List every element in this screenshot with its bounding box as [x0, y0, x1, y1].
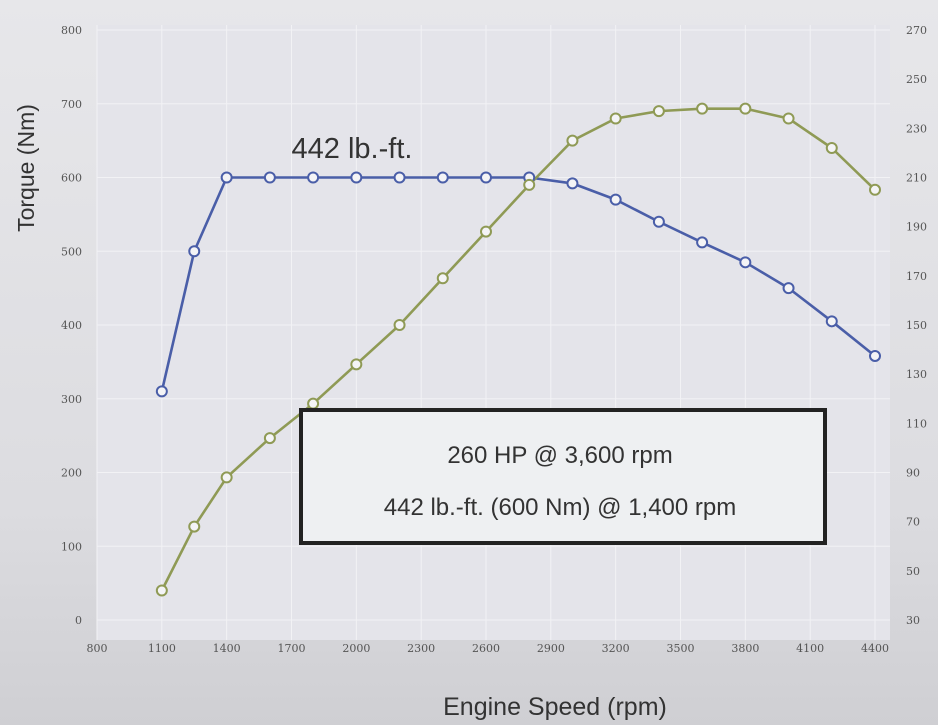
- power-data-point: [307, 397, 320, 410]
- y2-tick-label: 90: [906, 467, 920, 480]
- torque-data-point: [220, 171, 233, 184]
- x-tick-label: 2300: [407, 642, 435, 655]
- torque-data-point: [869, 349, 881, 362]
- y2-tick-label: 150: [906, 319, 927, 332]
- y-tick-label: 200: [61, 467, 82, 480]
- power-data-point: [825, 142, 838, 154]
- plot-area: [97, 25, 890, 640]
- y2-tick-label: 50: [906, 565, 920, 578]
- power-data-point: [523, 178, 536, 191]
- spec-box-line2: 442 lb.-ft. (600 Nm) @ 1,400 rpm: [384, 494, 737, 521]
- power-data-point: [652, 105, 665, 118]
- y2-tick-label: 30: [906, 614, 920, 627]
- x-tick-label: 2900: [537, 642, 565, 655]
- power-series-line: [160, 107, 876, 592]
- torque-series-line: [160, 176, 876, 392]
- y-tick-label: 0: [75, 614, 82, 627]
- x-tick-label: 4400: [861, 642, 889, 655]
- torque-data-point: [609, 193, 622, 206]
- x-tick-label: 3200: [602, 642, 630, 655]
- y-tick-label: 400: [61, 319, 82, 332]
- spec-box-line1: 260 HP @ 3,600 rpm: [447, 442, 672, 469]
- power-data-point: [696, 102, 709, 115]
- torque-data-point: [350, 171, 363, 184]
- y-axis-label: Torque (Nm): [13, 104, 39, 232]
- y2-tick-label: 270: [906, 24, 927, 37]
- x-tick-label: 800: [87, 642, 108, 655]
- y2-tick-label: 70: [906, 516, 920, 529]
- power-data-point: [739, 102, 752, 115]
- power-data-point: [480, 225, 492, 238]
- power-data-point: [782, 112, 795, 125]
- power-data-point: [393, 319, 406, 331]
- y2-tick-label: 130: [906, 368, 927, 381]
- x-tick-label: 4100: [796, 642, 824, 655]
- torque-data-point: [307, 171, 320, 184]
- y-tick-label: 800: [61, 24, 82, 37]
- x-axis-label: Engine Speed (rpm): [443, 693, 667, 721]
- x-tick-label: 2600: [472, 642, 500, 655]
- torque-data-point: [155, 385, 168, 398]
- torque-annotation: 442 lb.-ft.: [292, 133, 413, 165]
- y-tick-label: 700: [61, 98, 82, 111]
- torque-data-point: [652, 215, 665, 228]
- torque-data-point: [436, 171, 449, 184]
- y2-tick-label: 110: [906, 417, 927, 430]
- x-tick-label: 1700: [278, 642, 306, 655]
- power-data-point: [220, 471, 233, 484]
- x-tick-label: 3800: [731, 642, 759, 655]
- power-data-point: [609, 112, 622, 125]
- y2-tick-label: 230: [906, 122, 927, 135]
- power-data-point: [155, 584, 168, 597]
- x-tick-label: 2000: [342, 642, 370, 655]
- x-tick-label: 1100: [148, 642, 176, 655]
- torque-data-point: [825, 315, 838, 328]
- y-tick-label: 600: [61, 172, 82, 185]
- y2-tick-label: 170: [906, 270, 927, 283]
- torque-data-point: [188, 245, 201, 258]
- torque-data-point: [263, 171, 276, 184]
- power-data-point: [436, 272, 449, 285]
- power-data-point: [350, 358, 363, 371]
- y-tick-label: 500: [61, 245, 82, 258]
- power-data-point: [188, 520, 201, 533]
- torque-data-point: [782, 282, 795, 295]
- y2-tick-label: 190: [906, 221, 927, 234]
- y-tick-label: 300: [61, 393, 82, 406]
- y-tick-label: 100: [61, 540, 82, 553]
- torque-data-point: [566, 177, 579, 190]
- torque-data-point: [739, 256, 752, 269]
- torque-data-point: [696, 236, 709, 249]
- x-tick-label: 3500: [667, 642, 695, 655]
- torque-data-point: [393, 171, 406, 184]
- power-data-point: [869, 183, 881, 196]
- spec-box-frame: [299, 408, 827, 545]
- x-tick-label: 1400: [213, 642, 241, 655]
- y2-tick-label: 250: [906, 73, 927, 86]
- torque-data-point: [480, 171, 492, 184]
- y2-tick-label: 210: [906, 172, 927, 185]
- power-data-point: [566, 134, 579, 147]
- spec-box: 260 HP @ 3,600 rpm 442 lb.-ft. (600 Nm) …: [299, 408, 827, 545]
- power-data-point: [263, 432, 276, 445]
